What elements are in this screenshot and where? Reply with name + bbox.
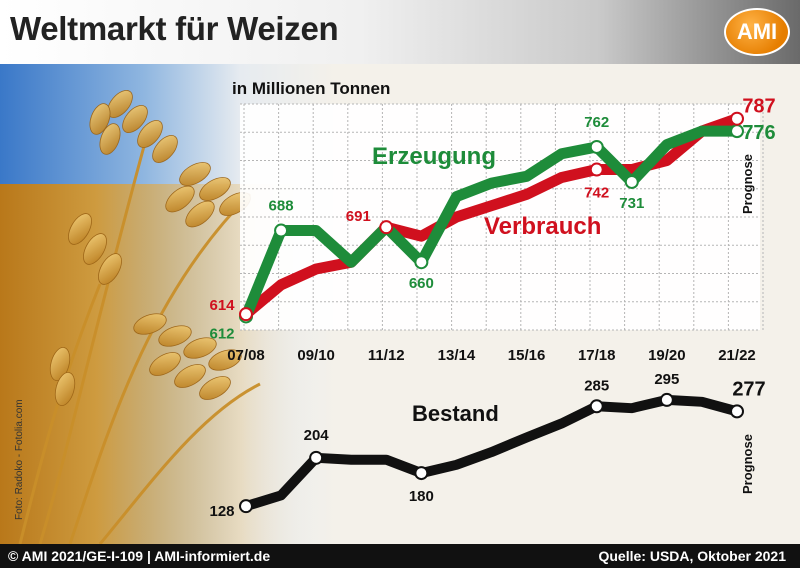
x-tick-label: 15/16 (508, 347, 546, 364)
data-label-bestand: 295 (654, 371, 679, 388)
data-point (730, 404, 744, 419)
data-label-erzeugung: 731 (619, 195, 644, 212)
footer-source: Quelle: USDA, Oktober 2021 (598, 548, 786, 564)
header-bar: Weltmarkt für Weizen AMI (0, 0, 800, 64)
data-point (414, 255, 429, 270)
x-tick-label: 21/22 (718, 347, 756, 364)
data-point (589, 162, 604, 177)
data-label-bestand: 277 (732, 378, 765, 400)
series-line-bestand (241, 394, 742, 512)
series-line-erzeugung (240, 125, 743, 322)
data-label-bestand: 285 (584, 377, 609, 394)
x-tick-label: 09/10 (297, 347, 335, 364)
data-point (730, 111, 744, 126)
data-point (379, 220, 394, 235)
data-label-bestand: 204 (304, 427, 330, 444)
top-chart-labels: 612 688 660 762 731 776 614 691 742 787 Erzeugung V… (209, 96, 775, 343)
unit-label: in Millionen Tonnen (232, 79, 390, 98)
x-tick-label: 17/18 (578, 347, 616, 364)
photo-credit: Foto: Radoko - Fotolia.com (14, 399, 25, 520)
data-label-erzeugung: 762 (584, 114, 609, 131)
data-label-erzeugung: 688 (269, 198, 294, 215)
x-tick-label: 07/08 (227, 347, 265, 364)
data-label-verbrauch: 691 (346, 208, 371, 225)
bottom-chart-labels: 128 204 180 285 295 277 Bestand (209, 371, 765, 520)
x-tick-label: 19/20 (648, 347, 686, 364)
data-point (239, 307, 253, 322)
series-name-verbrauch: Verbrauch (484, 213, 601, 240)
x-tick-label: 11/12 (368, 347, 405, 364)
data-label-erzeugung: 660 (409, 275, 434, 292)
data-label-bestand: 128 (209, 503, 234, 520)
data-point (589, 139, 604, 154)
data-point (730, 124, 744, 139)
footer-bar: © AMI 2021/GE-I-109 | AMI-informiert.de … (0, 544, 800, 568)
data-point (239, 499, 253, 514)
bottom-chart-lines (241, 394, 742, 512)
data-label-verbrauch: 742 (584, 185, 609, 202)
page-title: Weltmarkt für Weizen (10, 10, 339, 47)
prognose-label-bottom: Prognose (740, 434, 755, 494)
data-point (589, 399, 604, 414)
data-label-erzeugung: 612 (209, 325, 234, 342)
ami-logo: AMI (724, 8, 790, 56)
top-chart-lines (240, 113, 743, 322)
prognose-label-top: Prognose (740, 154, 755, 214)
chart-area: in Millionen Tonnen 07/08 09/10 11/12 13/14… (209, 79, 775, 520)
data-point (414, 466, 429, 481)
series-name-erzeugung: Erzeugung (372, 143, 496, 170)
data-point (309, 450, 324, 465)
grid-lines (240, 103, 764, 331)
data-point (659, 392, 674, 407)
data-point (624, 174, 639, 189)
data-label-erzeugung: 776 (742, 122, 775, 144)
series-name-bestand: Bestand (412, 401, 499, 426)
data-label-bestand: 180 (409, 488, 434, 505)
x-tick-labels: 07/08 09/10 11/12 13/14 15/16 17/18 19/20 21/22 (227, 347, 756, 364)
x-tick-label: 13/14 (438, 347, 476, 364)
data-label-verbrauch: 614 (209, 297, 235, 314)
data-point (274, 223, 289, 238)
data-label-verbrauch: 787 (742, 96, 775, 118)
footer-copyright: © AMI 2021/GE-I-109 | AMI-informiert.de (8, 548, 271, 564)
